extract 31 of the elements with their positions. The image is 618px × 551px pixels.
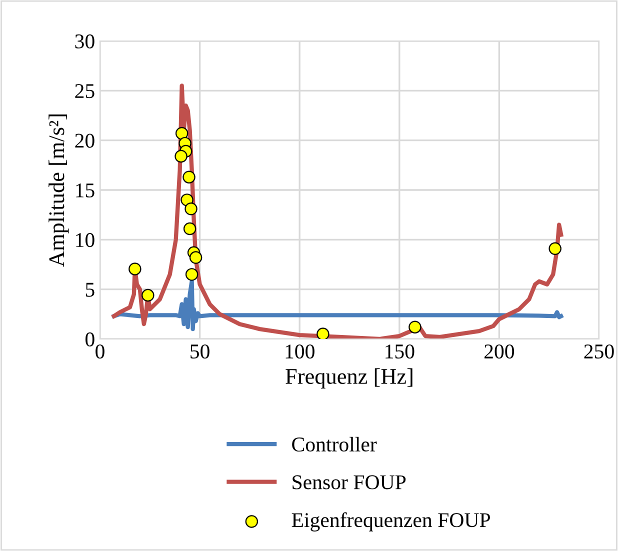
x-tick-label: 150 [386, 344, 414, 359]
point [174, 150, 188, 163]
point [175, 127, 188, 140]
y-tick-label: 25 [75, 84, 94, 98]
x-axis-title: Frequenz [Hz] [286, 368, 412, 388]
x-tick-label: 0 [96, 344, 104, 359]
x-tick-label: 50 [190, 344, 210, 359]
y-tick-label: 0 [86, 332, 94, 346]
y-axis-title: Amplitude [m/s²] [48, 114, 69, 267]
y-tick-label: 20 [75, 134, 94, 148]
point [316, 328, 330, 339]
y-tick-label: 10 [76, 233, 94, 248]
legend-label: Sensor FOUP [292, 475, 406, 490]
point [185, 268, 198, 281]
line-series [112, 84, 564, 339]
y-tick-label: 15 [76, 183, 94, 198]
point [128, 262, 142, 276]
legend-label: Eigenfrequenzen FOUP [292, 512, 490, 532]
point [408, 320, 422, 334]
x-tick-label: 200 [484, 344, 514, 359]
x-tick-label: 250 [584, 344, 614, 359]
point [548, 242, 562, 255]
legend-label: Controller [292, 436, 377, 452]
y-tick-label: 30 [75, 34, 94, 48]
y-tick-label: 5 [86, 282, 94, 297]
point [184, 202, 198, 216]
x-tick-label: 100 [286, 344, 314, 359]
point [182, 170, 196, 184]
point [142, 288, 154, 302]
point [183, 222, 196, 236]
point [189, 251, 202, 264]
